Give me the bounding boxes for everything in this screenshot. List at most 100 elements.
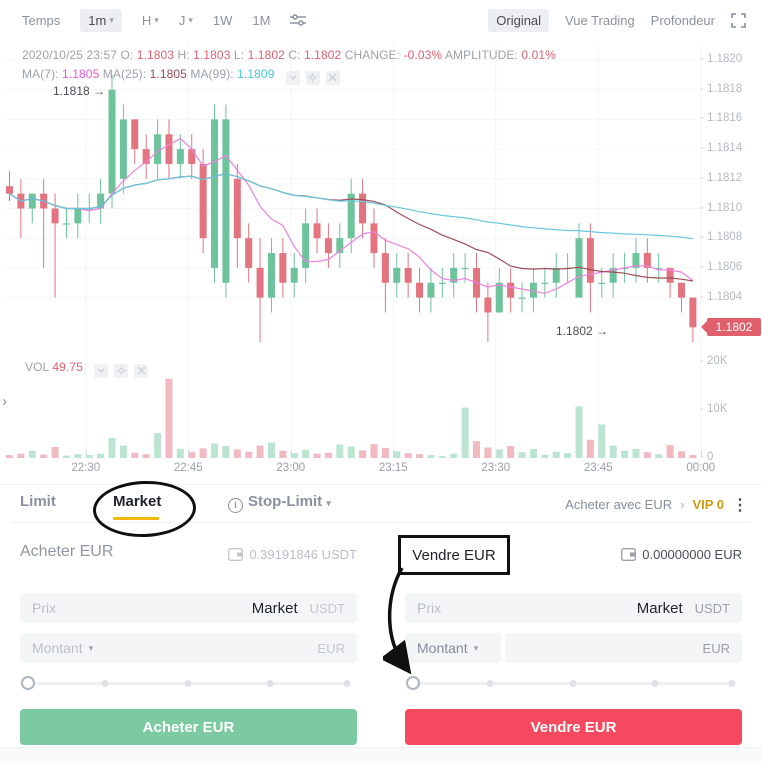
ma25-value: 1.1805 [149, 67, 187, 81]
active-tab-underline [113, 517, 159, 520]
close-icon[interactable] [134, 363, 149, 378]
interval-1w[interactable]: 1W [212, 12, 233, 28]
time-tick: 23:30 [481, 462, 511, 474]
vol-indicator-controls [94, 363, 149, 378]
time-tick: 00:00 [686, 462, 716, 474]
fullscreen-icon[interactable] [731, 12, 746, 28]
wallet-icon [228, 548, 244, 561]
sell-button[interactable]: Vendre EUR [405, 709, 742, 745]
gear-icon[interactable] [305, 70, 320, 85]
price-tick: 1.1818 [700, 83, 758, 95]
time-tick-mark [290, 450, 292, 456]
gear-icon[interactable] [114, 363, 129, 378]
price-tick: 1.1806 [700, 261, 758, 273]
buy-button[interactable]: Acheter EUR [20, 709, 357, 745]
buy-amount-field[interactable]: Montant ▾ EUR [20, 633, 357, 663]
chart-toolbar: Temps 1m ▾ H ▾ J ▾ 1W 1M Original Vue Tradi… [0, 0, 762, 40]
interval-j[interactable]: J ▾ [178, 12, 193, 28]
interval-1m[interactable]: 1m ▾ [80, 8, 122, 32]
tab-stop-limit[interactable]: i Stop-Limit ▾ [228, 493, 331, 513]
volume-tick: 20K [700, 355, 758, 367]
sell-price-field[interactable]: Prix Market USDT [405, 593, 742, 623]
bottom-strip [0, 747, 762, 764]
temps-label: Temps [22, 12, 61, 28]
wallet-icon [621, 548, 637, 561]
tab-market[interactable]: Market [113, 493, 162, 510]
caret-down-icon: ▾ [188, 14, 193, 25]
candle-datetime: 2020/10/25 23:57 [22, 48, 118, 62]
price-tick: 1.1812 [700, 172, 758, 184]
ohlc-info-row: 2020/10/25 23:57 O: 1.1803 H: 1.1803 L: … [22, 48, 556, 62]
sell-price-value: Market [636, 599, 683, 617]
close-value: 1.1802 [303, 48, 342, 62]
interval-h[interactable]: H ▾ [141, 12, 159, 28]
view-profondeur[interactable]: Profondeur [650, 12, 715, 28]
indicator-settings-icon[interactable] [290, 13, 307, 27]
account-links: Acheter avec EUR › VIP 0 [565, 497, 724, 512]
kebab-menu-icon[interactable]: ⋮ [732, 497, 748, 514]
price-tick: 1.1814 [700, 142, 758, 154]
current-price-badge: 1.1802 [701, 318, 761, 336]
volume-tick: 0 [700, 451, 758, 463]
close-icon[interactable] [325, 70, 340, 85]
high-value: 1.1803 [193, 48, 231, 62]
chevron-right-icon: › [680, 497, 685, 512]
low-price-annotation: 1.1802 → [556, 324, 609, 338]
high-price-annotation: 1.1818 → [53, 84, 106, 98]
price-tick: 1.1810 [700, 202, 758, 214]
time-tick-mark [188, 450, 190, 456]
view-vue-trading[interactable]: Vue Trading [565, 12, 635, 28]
time-tick-mark [700, 450, 702, 456]
buy-price-field[interactable]: Prix Market USDT [20, 593, 357, 623]
time-tick: 23:00 [276, 462, 306, 474]
tabs-divider [12, 522, 750, 523]
caret-down-icon: ▾ [154, 14, 159, 25]
arrow-right-icon: → [93, 84, 106, 98]
open-value: 1.1803 [136, 48, 175, 62]
order-panel: Limit Market i Stop-Limit ▾ Acheter avec … [0, 484, 762, 764]
tab-limit[interactable]: Limit [20, 493, 56, 510]
time-tick: 23:45 [583, 462, 613, 474]
arrow-right-icon: → [596, 324, 609, 338]
time-tick-mark [495, 450, 497, 456]
info-icon: i [228, 497, 243, 513]
view-group: Original Vue Trading Profondeur [488, 8, 746, 32]
collapse-icon[interactable] [94, 363, 109, 378]
buy-balance: 0.39191846 USDT [228, 547, 357, 562]
caret-down-icon: ▾ [109, 14, 114, 25]
low-value: 1.1802 [247, 48, 285, 62]
sell-amount-field[interactable]: EUR [505, 633, 742, 663]
interval-1m-month[interactable]: 1M [252, 12, 271, 28]
time-tick-mark [598, 450, 600, 456]
time-tick: 22:45 [173, 462, 203, 474]
view-original[interactable]: Original [488, 8, 550, 32]
sell-title: Vendre EUR [412, 546, 496, 564]
ma-indicator-controls [285, 70, 340, 85]
collapse-icon[interactable] [285, 70, 300, 85]
price-volume-chart[interactable] [0, 0, 762, 480]
slider-handle[interactable] [21, 676, 35, 690]
buy-with-eur-link[interactable]: Acheter avec EUR [565, 497, 673, 512]
ma-info-row: MA(7): 1.1805 MA(25): 1.1805 MA(99): 1.1… [22, 67, 340, 85]
slider-handle[interactable] [406, 676, 420, 690]
caret-down-icon: ▾ [326, 498, 331, 508]
buy-price-value: Market [251, 599, 298, 617]
time-tick-mark [393, 450, 395, 456]
sell-amount-slider[interactable] [406, 675, 738, 691]
amplitude-value: 0.01% [521, 48, 556, 62]
time-tick: 22:30 [71, 462, 101, 474]
time-tick-mark [85, 450, 87, 456]
sell-balance: 0.00000000 EUR [621, 547, 742, 562]
caret-down-icon: ▾ [88, 642, 94, 653]
price-tick: 1.1804 [700, 291, 758, 303]
interval-group: Temps 1m ▾ H ▾ J ▾ 1W 1M [22, 8, 307, 32]
vip-level-link[interactable]: VIP 0 [692, 497, 724, 512]
volume-info-row: VOL 49.75 [25, 360, 149, 378]
sell-amount-type-select[interactable]: Montant ▾ [405, 633, 501, 663]
price-tick: 1.1820 [700, 53, 758, 65]
annotation-box-vendre: Vendre EUR [398, 535, 510, 575]
buy-amount-slider[interactable] [21, 675, 353, 691]
panel-expand-chevron[interactable]: › [2, 393, 7, 410]
change-value: -0.03% [403, 48, 443, 62]
